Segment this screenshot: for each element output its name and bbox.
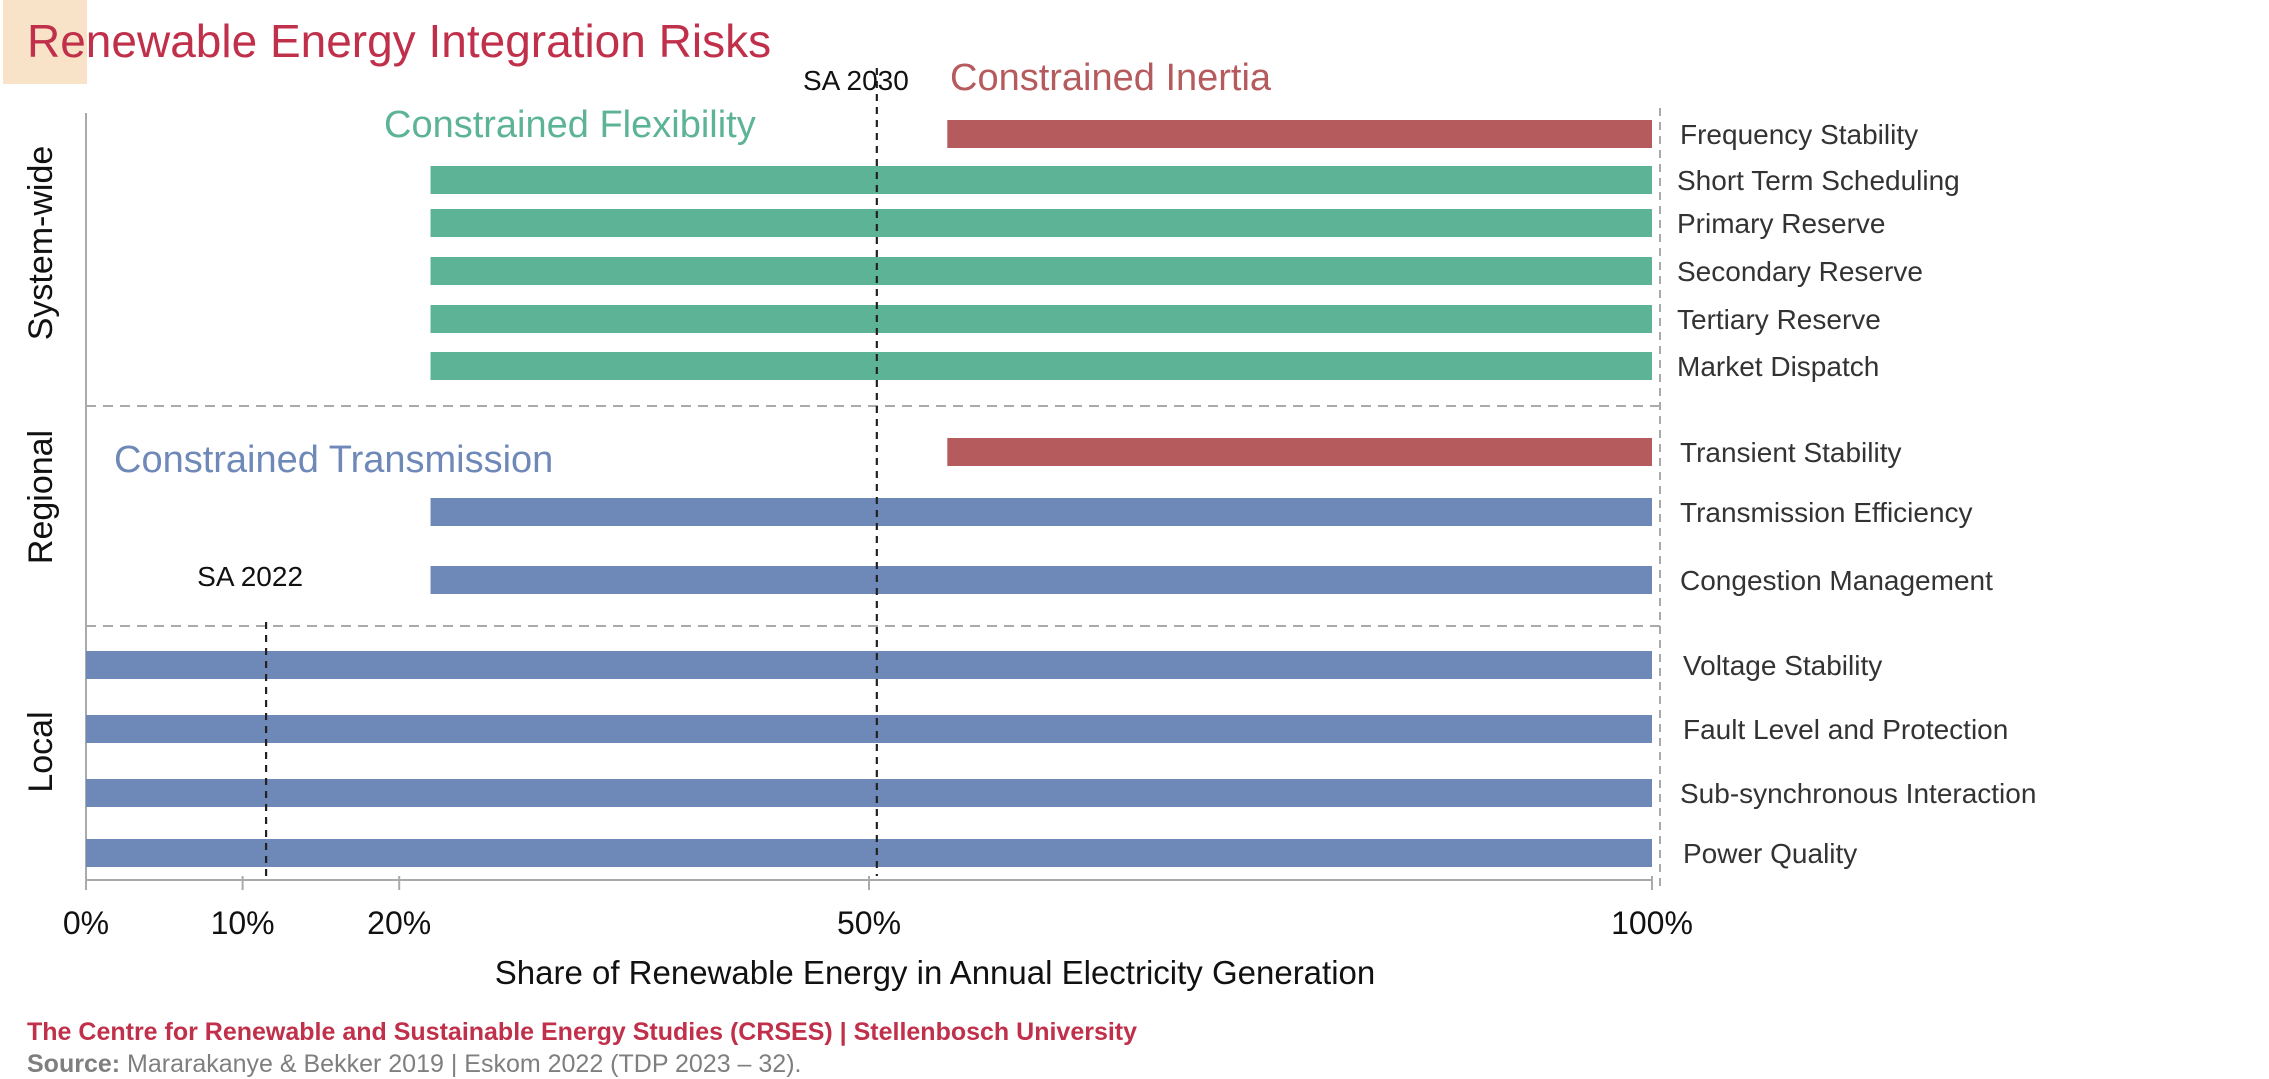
bar-sub-synchronous-interaction [86, 779, 1652, 807]
row-label-sub-synchronous-interaction: Sub-synchronous Interaction [1680, 778, 2036, 809]
row-label-fault-level-and-protection: Fault Level and Protection [1683, 714, 2008, 745]
row-label-short-term-scheduling: Short Term Scheduling [1677, 165, 1960, 196]
group-label-system-wide: System-wide [22, 146, 60, 341]
row-label-market-dispatch: Market Dispatch [1677, 351, 1879, 382]
row-label-transient-stability: Transient Stability [1680, 437, 1902, 468]
x-axis-title: Share of Renewable Energy in Annual Elec… [495, 954, 1376, 991]
x-tick-label-100: 100% [1611, 905, 1693, 941]
bar-market-dispatch [430, 352, 1652, 380]
bar-secondary-reserve [430, 257, 1652, 285]
bar-transmission-efficiency [430, 498, 1652, 526]
risk-label-constrained-inertia: Constrained Inertia [950, 57, 1272, 99]
footer-source: Source: Mararakanye & Bekker 2019 | Esko… [27, 1050, 802, 1079]
reference-label-sa-2022: SA 2022 [197, 561, 303, 592]
x-tick-label-50: 50% [837, 905, 901, 941]
group-label-local: Local [22, 711, 60, 792]
risk-label-constrained-flexibility: Constrained Flexibility [384, 104, 756, 146]
row-label-voltage-stability: Voltage Stability [1683, 650, 1882, 681]
reference-label-sa-2030: SA 2030 [803, 65, 909, 96]
row-label-secondary-reserve: Secondary Reserve [1677, 256, 1923, 287]
x-tick-label-0: 0% [63, 905, 109, 941]
bar-fault-level-and-protection [86, 715, 1652, 743]
chart-title: Renewable Energy Integration Risks [27, 15, 772, 67]
risk-label-constrained-transmission: Constrained Transmission [114, 439, 553, 481]
bar-primary-reserve [430, 209, 1652, 237]
footer-organization: The Centre for Renewable and Sustainable… [27, 1018, 1138, 1046]
x-tick-label-10: 10% [211, 905, 275, 941]
title-accent-swatch [3, 0, 87, 84]
footer-source-label: Source: [27, 1050, 121, 1078]
row-label-frequency-stability: Frequency Stability [1680, 119, 1918, 150]
bar-power-quality [86, 839, 1652, 867]
row-label-primary-reserve: Primary Reserve [1677, 208, 1885, 239]
row-label-transmission-efficiency: Transmission Efficiency [1680, 497, 1973, 528]
bar-congestion-management [430, 566, 1652, 594]
row-label-tertiary-reserve: Tertiary Reserve [1677, 304, 1881, 335]
row-label-power-quality: Power Quality [1683, 838, 1857, 869]
bar-tertiary-reserve [430, 305, 1652, 333]
bar-voltage-stability [86, 651, 1652, 679]
group-label-regional: Regional [22, 430, 60, 564]
bar-frequency-stability [947, 120, 1652, 148]
row-label-congestion-management: Congestion Management [1680, 565, 1993, 596]
bar-short-term-scheduling [430, 166, 1652, 194]
x-tick-label-20: 20% [367, 905, 431, 941]
bar-transient-stability [947, 438, 1652, 466]
footer-source-text: Mararakanye & Bekker 2019 | Eskom 2022 (… [127, 1050, 802, 1078]
